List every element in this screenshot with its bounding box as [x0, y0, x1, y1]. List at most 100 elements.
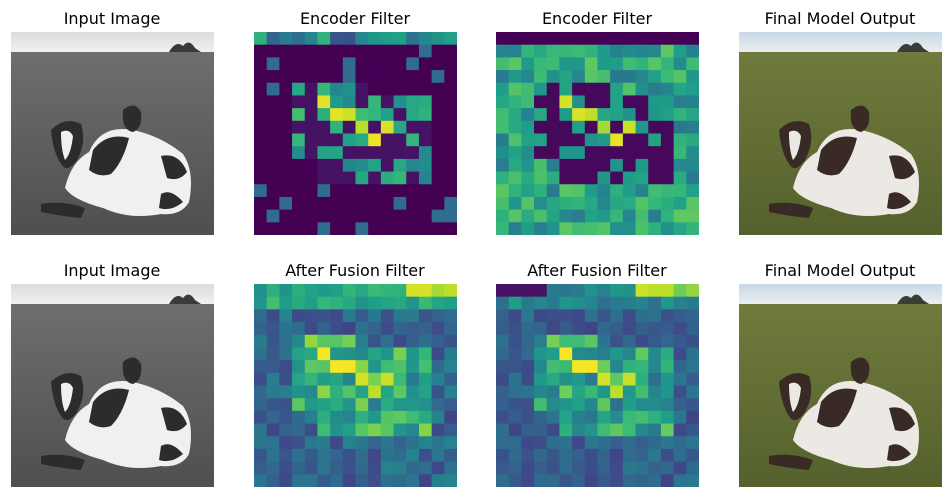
heatmap-cell — [508, 284, 522, 298]
heatmap-cell — [686, 196, 699, 211]
heatmap-cell — [648, 347, 662, 361]
heatmap-cell — [406, 436, 420, 450]
heatmap-cell — [534, 44, 548, 58]
heatmap-cell — [572, 448, 586, 463]
heatmap-cell — [304, 461, 319, 475]
heatmap-cell — [660, 436, 675, 450]
heatmap-cell — [431, 95, 445, 109]
heatmap-cell — [572, 70, 586, 84]
heatmap-cell — [368, 70, 382, 84]
heatmap-cell — [584, 474, 599, 487]
heatmap-cell — [380, 284, 395, 298]
heatmap-cell — [330, 385, 344, 399]
heatmap-cell — [686, 57, 699, 71]
heatmap-cell — [508, 461, 522, 475]
heatmap-cell — [521, 410, 535, 425]
heatmap-cell — [254, 334, 268, 349]
heatmap-cell — [330, 222, 344, 235]
heatmap-cell — [292, 360, 306, 374]
encoder-filter-heatmap-2 — [496, 32, 699, 235]
heatmap-cell — [572, 146, 586, 160]
heatmap-cell — [686, 222, 699, 235]
heatmap-cell — [496, 222, 510, 235]
heatmap-cell — [496, 410, 510, 425]
heatmap-cell — [610, 309, 624, 323]
heatmap-cell — [622, 398, 637, 412]
heatmap-cell — [559, 461, 573, 475]
heatmap-cell — [660, 57, 675, 71]
heatmap-cell — [496, 146, 510, 160]
heatmap-cell — [266, 474, 280, 487]
heatmap-cell — [330, 309, 344, 323]
heatmap-cell — [266, 209, 280, 223]
heatmap-cell — [660, 44, 675, 58]
heatmap-cell — [648, 474, 662, 487]
heatmap-cell — [521, 108, 535, 122]
heatmap-cell — [508, 196, 522, 211]
heatmap-cell — [304, 410, 319, 425]
heatmap-cell — [673, 410, 687, 425]
heatmap-cell — [521, 347, 535, 361]
heatmap-cell — [648, 410, 662, 425]
heatmap-cell — [534, 133, 548, 147]
heatmap-cell — [559, 372, 573, 387]
heatmap-cell — [342, 95, 357, 109]
heatmap-cell — [496, 133, 510, 147]
heatmap-cell — [648, 70, 662, 84]
heatmap-cell — [342, 309, 357, 323]
heatmap-cell — [521, 222, 535, 235]
heatmap-cell — [266, 410, 280, 425]
heatmap-cell — [597, 436, 611, 450]
heatmap-cell — [330, 461, 344, 475]
heatmap-cell — [304, 436, 319, 450]
heatmap-cell — [660, 120, 675, 135]
heatmap-cell — [342, 347, 357, 361]
heatmap-cell — [418, 108, 433, 122]
heatmap-cell — [534, 171, 548, 185]
heatmap-cell — [406, 410, 420, 425]
heatmap-cell — [368, 296, 382, 310]
heatmap-cell — [622, 82, 637, 97]
heatmap-cell — [496, 184, 510, 198]
heatmap-cell — [686, 32, 699, 46]
heatmap-cell — [266, 196, 280, 211]
heatmap-cell — [418, 309, 433, 323]
heatmap-cell — [686, 423, 699, 437]
heatmap-cell — [559, 171, 573, 185]
heatmap-cell — [496, 284, 510, 298]
heatmap-cell — [508, 82, 522, 97]
heatmap-cell — [508, 436, 522, 450]
heatmap-cell — [317, 120, 331, 135]
heatmap-cell — [686, 95, 699, 109]
heatmap-cell — [355, 82, 369, 97]
heatmap-cell — [380, 347, 395, 361]
heatmap-cell — [342, 158, 357, 173]
heatmap-cell — [406, 448, 420, 463]
cow — [41, 357, 191, 470]
heatmap-cell — [418, 423, 433, 437]
heatmap-cell — [534, 347, 548, 361]
heatmap-cell — [431, 474, 445, 487]
heatmap-cell — [660, 423, 675, 437]
heatmap-cell — [559, 360, 573, 374]
heatmap-cell — [368, 322, 382, 336]
heatmap-cell — [597, 209, 611, 223]
heatmap-cell — [648, 209, 662, 223]
heatmap-cell — [496, 95, 510, 109]
heatmap-cell — [393, 32, 407, 46]
heatmap-cell — [597, 474, 611, 487]
heatmap-cell — [304, 44, 319, 58]
heatmap-cell — [431, 158, 445, 173]
heatmap-cell — [635, 461, 649, 475]
heatmap-cell — [597, 95, 611, 109]
heatmap-cell — [635, 95, 649, 109]
heatmap-cell — [546, 70, 561, 84]
heatmap-cell — [660, 410, 675, 425]
heatmap-cell — [635, 32, 649, 46]
heatmap-cell — [534, 423, 548, 437]
heatmap-cell — [330, 32, 344, 46]
heatmap-cell — [317, 158, 331, 173]
heatmap-cell — [686, 436, 699, 450]
heatmap-cell — [444, 95, 457, 109]
heatmap-cell — [393, 44, 407, 58]
